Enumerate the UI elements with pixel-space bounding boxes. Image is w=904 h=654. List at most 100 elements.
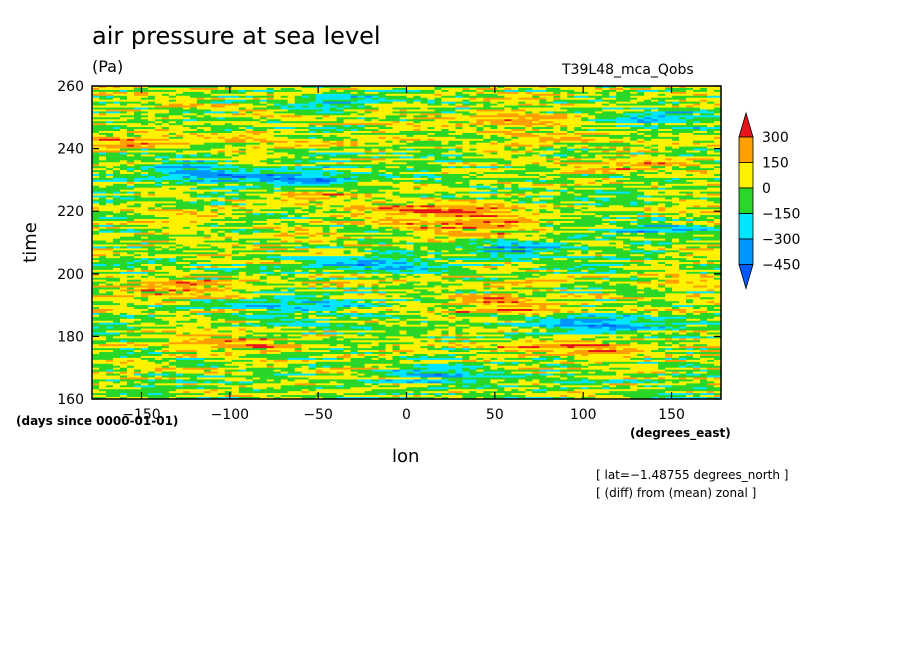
heatmap-cell: [322, 119, 331, 122]
heatmap-cell: [385, 89, 394, 93]
heatmap-cell: [546, 129, 554, 132]
heatmap-cell: [385, 101, 394, 105]
heatmap-cell: [168, 134, 177, 138]
heatmap-cell: [441, 103, 450, 107]
heatmap-cell: [308, 86, 317, 89]
heatmap-cell: [161, 117, 170, 120]
heatmap-cell: [161, 89, 170, 93]
heatmap-cell: [315, 103, 324, 107]
heatmap-cell: [217, 111, 226, 114]
heatmap-cell: [707, 132, 715, 136]
heatmap-cell: [630, 125, 638, 128]
heatmap-cell: [525, 121, 533, 124]
heatmap-cell: [203, 95, 212, 99]
heatmap-cell: [497, 117, 505, 120]
heatmap-cell: [441, 123, 450, 126]
heatmap-cell: [483, 132, 491, 136]
heatmap-cell: [413, 89, 422, 93]
heatmap-cell: [665, 99, 673, 103]
heatmap-cell: [280, 101, 289, 105]
heatmap-cell: [189, 123, 198, 126]
heatmap-cell: [231, 105, 240, 109]
heatmap-cell: [308, 103, 317, 107]
heatmap-cell: [441, 125, 450, 128]
heatmap-cell: [707, 117, 715, 120]
heatmap-cell: [553, 103, 561, 107]
heatmap-cell: [329, 129, 338, 132]
heatmap-cell: [567, 113, 575, 116]
heatmap-cell: [364, 87, 373, 91]
heatmap-cell: [98, 95, 107, 99]
heatmap-cell: [364, 119, 373, 122]
heatmap-cell: [126, 115, 135, 118]
heatmap-cell: [322, 117, 331, 120]
heatmap-cell: [105, 86, 114, 89]
heatmap-cell: [658, 107, 666, 111]
heatmap-cell: [588, 107, 596, 111]
heatmap-cell: [252, 134, 261, 138]
heatmap-cell: [294, 86, 303, 89]
heatmap-cell: [525, 95, 533, 99]
heatmap-cell: [511, 99, 519, 103]
heatmap-cell: [371, 101, 380, 105]
heatmap-cell: [112, 113, 121, 116]
heatmap-cell: [497, 101, 505, 105]
heatmap-cell: [714, 127, 722, 130]
heatmap-cell: [672, 103, 680, 107]
heatmap-cell: [182, 107, 191, 111]
heatmap-cell: [105, 115, 114, 118]
heatmap-cell: [273, 115, 282, 118]
heatmap-cell: [616, 105, 624, 109]
heatmap-cell: [350, 99, 359, 103]
heatmap-cell: [140, 129, 149, 132]
heatmap-cell: [623, 97, 631, 101]
heatmap-cell: [483, 103, 491, 107]
heatmap-cell: [483, 123, 491, 126]
heatmap-cell: [182, 105, 191, 109]
heatmap-cell: [231, 129, 240, 132]
heatmap-cell: [245, 103, 254, 107]
heatmap-cell: [630, 93, 638, 97]
heatmap-cell: [406, 121, 415, 124]
heatmap-cell: [315, 123, 324, 126]
heatmap-cell: [175, 99, 184, 103]
heatmap-cell: [504, 132, 512, 136]
heatmap-cell: [399, 93, 408, 97]
heatmap-cell: [658, 97, 666, 101]
heatmap-cell: [539, 109, 547, 113]
heatmap-cell: [560, 93, 568, 97]
heatmap-cell: [154, 101, 163, 105]
heatmap-cell: [126, 89, 135, 93]
heatmap-cell: [133, 107, 142, 111]
heatmap-cell: [532, 130, 540, 134]
heatmap-cell: [560, 95, 568, 99]
heatmap-cell: [448, 105, 457, 109]
heatmap-cell: [637, 86, 645, 89]
heatmap-cell: [301, 103, 310, 107]
heatmap-cell: [126, 134, 135, 138]
heatmap-cell: [161, 115, 170, 118]
heatmap-cell: [392, 93, 401, 97]
heatmap-cell: [161, 101, 170, 105]
heatmap-cell: [539, 119, 547, 122]
heatmap-cell: [644, 129, 652, 132]
heatmap-cell: [147, 107, 156, 111]
heatmap-cell: [392, 119, 401, 122]
heatmap-cell: [161, 107, 170, 111]
heatmap-cell: [112, 125, 121, 128]
heatmap-cell: [644, 127, 652, 130]
heatmap-cell: [588, 86, 596, 89]
heatmap-cell: [112, 86, 121, 89]
heatmap-cell: [280, 103, 289, 107]
heatmap-cell: [161, 93, 170, 97]
heatmap-cell: [252, 129, 261, 132]
heatmap-cell: [525, 91, 533, 95]
heatmap-cell: [343, 93, 352, 97]
heatmap-cell: [217, 93, 226, 97]
heatmap-cell: [343, 111, 352, 114]
heatmap-cell: [707, 99, 715, 103]
heatmap-cell: [231, 93, 240, 97]
heatmap-cell: [595, 121, 603, 124]
heatmap-cell: [539, 111, 547, 114]
heatmap-cell: [224, 87, 233, 91]
